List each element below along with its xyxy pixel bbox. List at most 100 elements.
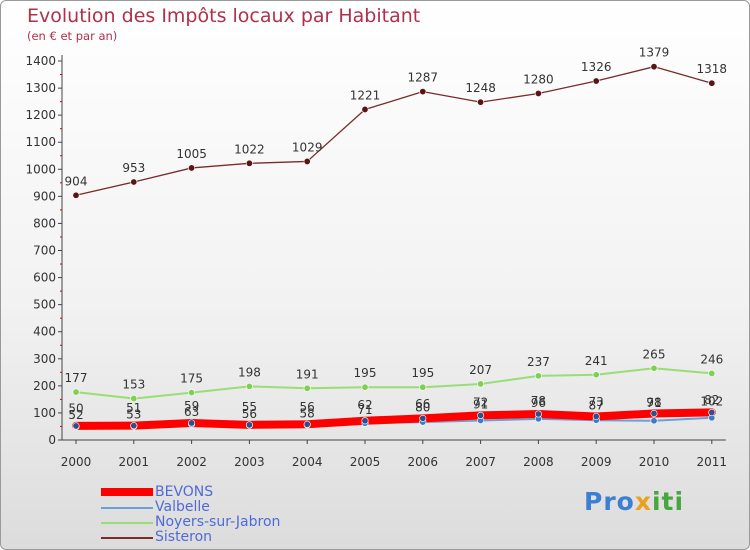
data-label: 1287 <box>408 71 439 85</box>
data-point <box>477 411 485 419</box>
data-label: 58 <box>300 406 315 420</box>
data-label: 195 <box>411 366 434 380</box>
y-tick-label: 1100 <box>25 135 56 149</box>
data-label: 102 <box>700 394 723 408</box>
data-point <box>708 369 716 377</box>
data-point <box>130 178 138 186</box>
y-tick-label: 400 <box>33 325 56 339</box>
data-label: 1005 <box>176 147 207 161</box>
data-label: 56 <box>242 407 257 421</box>
legend-swatch-valbelle <box>101 507 153 509</box>
data-point <box>245 421 253 429</box>
legend-label-bevons: BEVONS <box>155 484 214 500</box>
x-tick-label: 2009 <box>581 455 612 469</box>
data-point <box>477 98 485 106</box>
data-label: 1280 <box>523 72 554 86</box>
data-point <box>650 364 658 372</box>
x-tick-label: 2005 <box>350 455 381 469</box>
data-label: 153 <box>122 378 145 392</box>
data-label: 237 <box>527 355 550 369</box>
data-label: 191 <box>296 367 319 381</box>
data-label: 82 <box>704 393 719 407</box>
data-point <box>303 420 311 428</box>
data-label: 72 <box>473 396 488 410</box>
data-point <box>592 77 600 85</box>
y-tick-label: 1200 <box>25 108 56 122</box>
data-label: 1248 <box>465 81 496 95</box>
data-point <box>650 409 658 417</box>
legend-swatch-bevons <box>101 488 153 496</box>
data-label: 175 <box>180 372 203 386</box>
data-point <box>534 410 542 418</box>
y-tick-label: 300 <box>33 352 56 366</box>
data-label: 195 <box>354 366 377 380</box>
x-tick-label: 2002 <box>176 455 207 469</box>
data-point <box>361 417 369 425</box>
data-label: 1029 <box>292 140 323 154</box>
legend-label-noyers: Noyers-sur-Jabron <box>155 514 281 530</box>
y-tick-label: 1300 <box>25 81 56 95</box>
data-label: 91 <box>473 397 488 411</box>
y-tick-label: 100 <box>33 406 56 420</box>
x-tick-label: 2004 <box>292 455 323 469</box>
data-point <box>477 380 485 388</box>
data-point <box>72 422 80 430</box>
chart-subtitle: (en € et par an) <box>27 29 118 43</box>
data-point <box>534 89 542 97</box>
x-tick-label: 2003 <box>234 455 265 469</box>
y-tick-label: 500 <box>33 298 56 312</box>
chart-title: Evolution des Impôts locaux par Habitant <box>27 5 421 27</box>
data-label: 1379 <box>639 46 670 60</box>
y-tick-label: 1000 <box>25 162 56 176</box>
x-tick-label: 2008 <box>523 455 554 469</box>
data-point <box>303 384 311 392</box>
y-tick-label: 1400 <box>25 54 56 68</box>
data-label: 73 <box>589 395 604 409</box>
data-point <box>72 388 80 396</box>
data-point <box>708 79 716 87</box>
x-tick-label: 2007 <box>465 455 496 469</box>
data-point <box>650 417 658 425</box>
x-tick-label: 2006 <box>408 455 439 469</box>
data-label: 50 <box>68 401 83 415</box>
data-label: 80 <box>415 400 430 414</box>
series-line <box>75 66 713 196</box>
legend-label-sisteron: Sisteron <box>155 529 213 545</box>
y-tick-label: 800 <box>33 216 56 230</box>
data-point <box>592 412 600 420</box>
data-label: 1318 <box>697 62 728 76</box>
data-label: 62 <box>357 398 372 412</box>
data-label: 1022 <box>234 142 265 156</box>
data-label: 265 <box>643 347 666 361</box>
data-point <box>245 382 253 390</box>
data-label: 51 <box>126 401 141 415</box>
x-tick-label: 2010 <box>639 455 670 469</box>
data-label: 87 <box>589 398 604 412</box>
data-label: 207 <box>469 363 492 377</box>
data-label: 246 <box>700 352 723 366</box>
proxiti-logo: Proxiti <box>584 487 685 516</box>
data-label: 953 <box>122 161 145 175</box>
data-label: 198 <box>238 365 261 379</box>
data-label: 52 <box>68 408 83 422</box>
y-tick-label: 700 <box>33 244 56 258</box>
data-label: 78 <box>531 394 546 408</box>
data-point <box>245 159 253 167</box>
series-line <box>75 367 713 400</box>
y-tick-label: 900 <box>33 189 56 203</box>
data-label: 55 <box>242 400 257 414</box>
data-label: 53 <box>126 408 141 422</box>
data-point <box>592 371 600 379</box>
x-tick-label: 2011 <box>697 455 728 469</box>
data-label: 177 <box>65 371 88 385</box>
x-tick-label: 2000 <box>61 455 92 469</box>
y-tick-label: 0 <box>48 433 56 447</box>
data-point <box>361 105 369 113</box>
data-point <box>303 157 311 165</box>
data-point <box>361 383 369 391</box>
x-tick-label: 2001 <box>119 455 150 469</box>
data-label: 1221 <box>350 88 381 102</box>
data-label: 1326 <box>581 60 612 74</box>
